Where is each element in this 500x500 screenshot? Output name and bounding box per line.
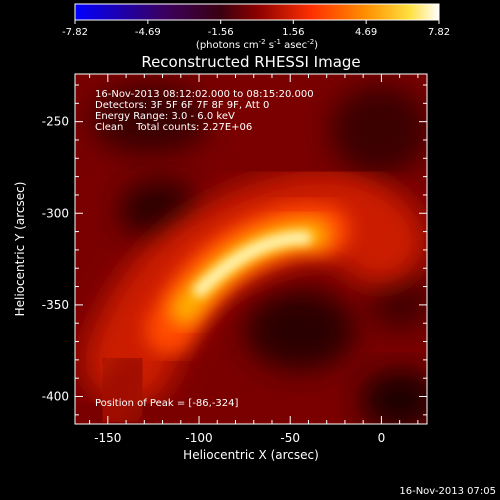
peak-position-text: Position of Peak = [-86,-324] — [95, 398, 239, 409]
colorbar: -7.82 -4.69 -1.56 1.56 4.69 7.82 (photons cm-… — [62, 3, 450, 51]
x-tick-label: -50 — [280, 431, 300, 445]
y-tick-label: -350 — [42, 298, 69, 312]
x-tick-label: -100 — [185, 431, 212, 445]
chart-title: Reconstructed RHESSI Image — [141, 53, 360, 71]
y-tick-label: -400 — [42, 390, 69, 404]
colorbar-units: (photons cm-2 s-1 asec-2) — [196, 38, 318, 51]
annotation-line: Detectors: 3F 5F 6F 7F 8F 9F, Att 0 — [95, 100, 269, 111]
heatmap-image — [75, 74, 427, 424]
annotation-block: 16-Nov-2013 08:12:02.000 to 08:15:20.000… — [95, 89, 314, 133]
x-tick-label: 0 — [378, 431, 386, 445]
colorbar-tick-label: -4.69 — [135, 27, 161, 38]
colorbar-tick-label: -1.56 — [208, 27, 234, 38]
y-axis: -250 -300 -350 -400 — [42, 84, 427, 416]
annotation-line: 16-Nov-2013 08:12:02.000 to 08:15:20.000 — [95, 89, 314, 100]
x-tick-label: -150 — [94, 431, 121, 445]
annotation-line: Energy Range: 3.0 - 6.0 keV — [95, 111, 235, 122]
y-tick-label: -250 — [42, 115, 69, 129]
y-axis-label: Heliocentric Y (arcsec) — [13, 182, 27, 317]
x-axis: -150 -100 -50 0 — [89, 74, 419, 445]
colorbar-ticks: -7.82 -4.69 -1.56 1.56 4.69 7.82 — [62, 20, 450, 38]
plot-frame — [74, 73, 428, 425]
colorbar-tick-label: 4.69 — [355, 27, 377, 38]
y-tick-label: -300 — [42, 206, 69, 220]
annotation-line: Clean Total counts: 2.27E+06 — [95, 122, 252, 133]
footer-timestamp: 16-Nov-2013 07:05 — [399, 486, 496, 497]
colorbar-tick-label: -7.82 — [62, 27, 88, 38]
colorbar-tick-label: 1.56 — [282, 27, 304, 38]
x-axis-label: Heliocentric X (arcsec) — [183, 448, 319, 462]
colorbar-gradient — [74, 3, 440, 21]
colorbar-tick-label: 7.82 — [428, 27, 450, 38]
